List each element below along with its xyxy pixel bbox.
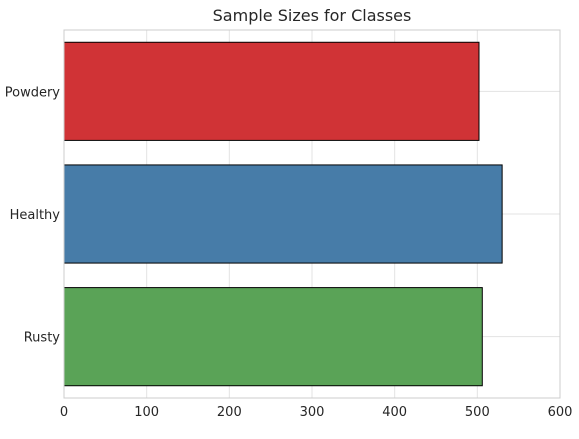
x-tick-label: 400	[382, 405, 407, 420]
y-tick-label: Healthy	[10, 208, 61, 223]
x-tick-label: 100	[134, 405, 159, 420]
axes: 0 100 200 300 400 500 600 Powdery Healthy Rusty	[5, 85, 573, 420]
plot-frame	[63, 29, 561, 399]
bars	[63, 41, 503, 387]
bar-powdery	[63, 41, 480, 141]
bar-healthy	[63, 164, 503, 264]
y-tick-label: Rusty	[24, 331, 61, 346]
x-tick-label: 500	[465, 405, 490, 420]
x-tick-label: 200	[217, 405, 242, 420]
x-tick-label: 600	[548, 405, 573, 420]
x-tick-label: 0	[60, 405, 68, 420]
bar-rusty	[63, 287, 483, 387]
chart-title: Sample Sizes for Classes	[213, 6, 412, 25]
x-tick-label: 300	[300, 405, 325, 420]
y-tick-label: Powdery	[5, 85, 61, 100]
